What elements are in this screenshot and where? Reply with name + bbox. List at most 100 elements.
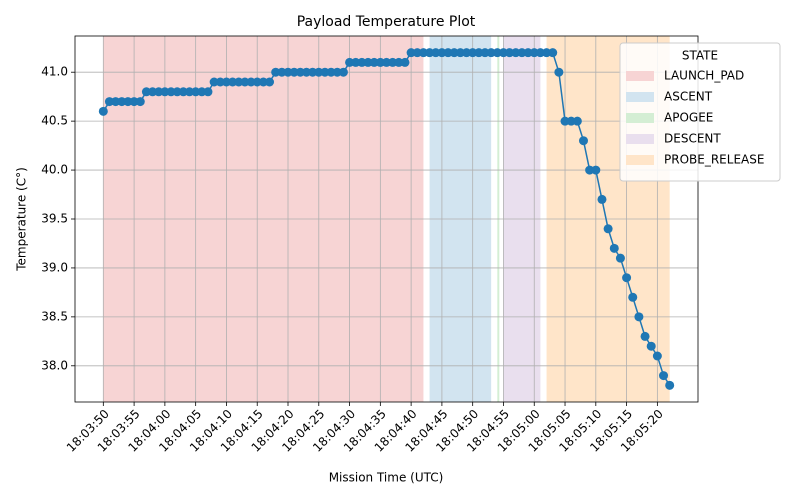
data-point [240, 77, 250, 87]
data-point [554, 67, 564, 77]
data-point [634, 312, 644, 322]
data-point [228, 77, 238, 87]
data-point [166, 87, 176, 97]
data-point [160, 87, 170, 97]
data-point [652, 351, 662, 361]
data-point [301, 67, 311, 77]
data-point [585, 165, 595, 175]
data-point [314, 67, 324, 77]
data-point [277, 67, 287, 77]
data-point [394, 57, 404, 67]
x-axis-label: Mission Time (UTC) [329, 471, 444, 485]
data-point [449, 48, 459, 58]
data-point [338, 67, 348, 77]
data-point [412, 48, 422, 58]
data-point [203, 87, 213, 97]
data-point [295, 67, 305, 77]
data-point [462, 48, 472, 58]
data-point [215, 77, 225, 87]
data-point [104, 97, 114, 107]
data-point [542, 48, 552, 58]
data-point [492, 48, 502, 58]
data-point [566, 116, 576, 126]
data-point [141, 87, 151, 97]
data-point [375, 57, 385, 67]
data-point [289, 67, 299, 77]
legend-label: PROBE_RELEASE [664, 153, 764, 167]
data-point [646, 341, 656, 351]
data-point [111, 97, 121, 107]
data-point [185, 87, 195, 97]
data-point [455, 48, 465, 58]
legend-swatch [626, 134, 654, 144]
data-point [246, 77, 256, 87]
legend-label: LAUNCH_PAD [664, 69, 744, 83]
y-tick-label: 40.5 [41, 114, 68, 128]
data-point [191, 87, 201, 97]
data-point [622, 273, 632, 283]
data-point [548, 48, 558, 58]
data-point [628, 292, 638, 302]
data-point [609, 243, 619, 253]
data-point [178, 87, 188, 97]
data-point [659, 371, 669, 381]
data-point [437, 48, 447, 58]
data-point [320, 67, 330, 77]
data-point [431, 48, 441, 58]
data-point [135, 97, 145, 107]
data-point [148, 87, 158, 97]
data-point [308, 67, 318, 77]
data-point [511, 48, 521, 58]
data-point [523, 48, 533, 58]
data-point [505, 48, 515, 58]
data-point [529, 48, 539, 58]
data-point [468, 48, 478, 58]
data-point [123, 97, 133, 107]
data-point [369, 57, 379, 67]
data-point [265, 77, 275, 87]
data-point [271, 67, 281, 77]
data-point [234, 77, 244, 87]
data-point [591, 165, 601, 175]
y-tick-label: 38.0 [41, 358, 68, 372]
data-point [535, 48, 545, 58]
data-point [480, 48, 490, 58]
data-point [351, 57, 361, 67]
data-point [406, 48, 416, 58]
data-point [603, 224, 613, 234]
legend-label: APOGEE [664, 111, 713, 125]
y-tick-label: 39.0 [41, 260, 68, 274]
y-axis-label: Temperature (C°) [15, 167, 29, 272]
legend-label: ASCENT [664, 90, 713, 104]
data-point [640, 331, 650, 341]
data-point [221, 77, 231, 87]
legend-label: DESCENT [664, 132, 721, 146]
data-point [597, 194, 607, 204]
data-point [572, 116, 582, 126]
data-point [129, 97, 139, 107]
y-tick-label: 40.0 [41, 163, 68, 177]
data-point [283, 67, 293, 77]
legend-title: STATE [682, 49, 718, 63]
legend-swatch [626, 113, 654, 123]
data-point [258, 77, 268, 87]
y-tick-label: 41.0 [41, 65, 68, 79]
legend-swatch [626, 71, 654, 81]
data-point [443, 48, 453, 58]
legend: STATE LAUNCH_PAD ASCENT APOGEE DESCENT PROBE… [619, 42, 781, 182]
data-point [197, 87, 207, 97]
data-point [357, 57, 367, 67]
data-point [517, 48, 527, 58]
data-point [326, 67, 336, 77]
legend-frame [619, 42, 781, 182]
data-point [382, 57, 391, 67]
data-point [425, 48, 435, 58]
legend-swatch [626, 155, 654, 165]
data-point [578, 136, 588, 146]
data-point [252, 77, 262, 87]
data-point [498, 48, 508, 58]
data-point [615, 253, 625, 263]
data-point [665, 380, 675, 390]
y-tick-label: 38.5 [41, 309, 68, 323]
